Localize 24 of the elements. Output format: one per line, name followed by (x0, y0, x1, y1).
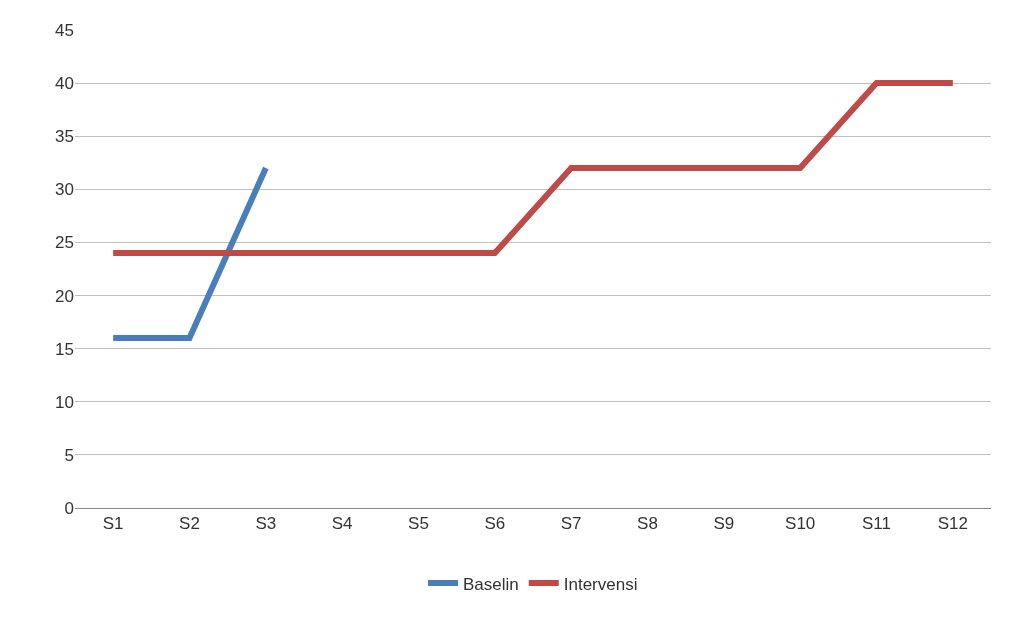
y-tick-label: 40 (55, 74, 74, 94)
legend-label: Intervensi (563, 574, 638, 594)
x-tick-label: S10 (785, 514, 816, 534)
x-tick-label: S6 (484, 514, 506, 534)
x-tick-label: S12 (937, 514, 968, 534)
y-tick-label: 25 (55, 233, 74, 253)
x-tick-label: S4 (331, 514, 353, 534)
x-tick-label: S5 (408, 514, 429, 534)
y-tick-label: 5 (64, 445, 74, 465)
x-tick-label: S8 (637, 514, 658, 534)
x-tick-label: S11 (862, 514, 891, 534)
y-tick-label: 35 (55, 127, 74, 147)
x-tick-label: S1 (102, 514, 124, 534)
y-tick-label: 15 (55, 339, 74, 359)
y-tick-label: 45 (55, 20, 74, 40)
x-tick-label: S9 (713, 514, 735, 534)
x-tick-label: S3 (255, 514, 277, 534)
y-tick-label: 10 (55, 392, 74, 412)
x-tick-label: S7 (560, 514, 582, 534)
y-tick-label: 20 (55, 286, 74, 306)
y-tick-label: 0 (64, 498, 74, 518)
y-tick-label: 30 (55, 180, 74, 200)
x-tick-label: S2 (179, 514, 200, 534)
legend-label: Baselin (463, 574, 519, 594)
